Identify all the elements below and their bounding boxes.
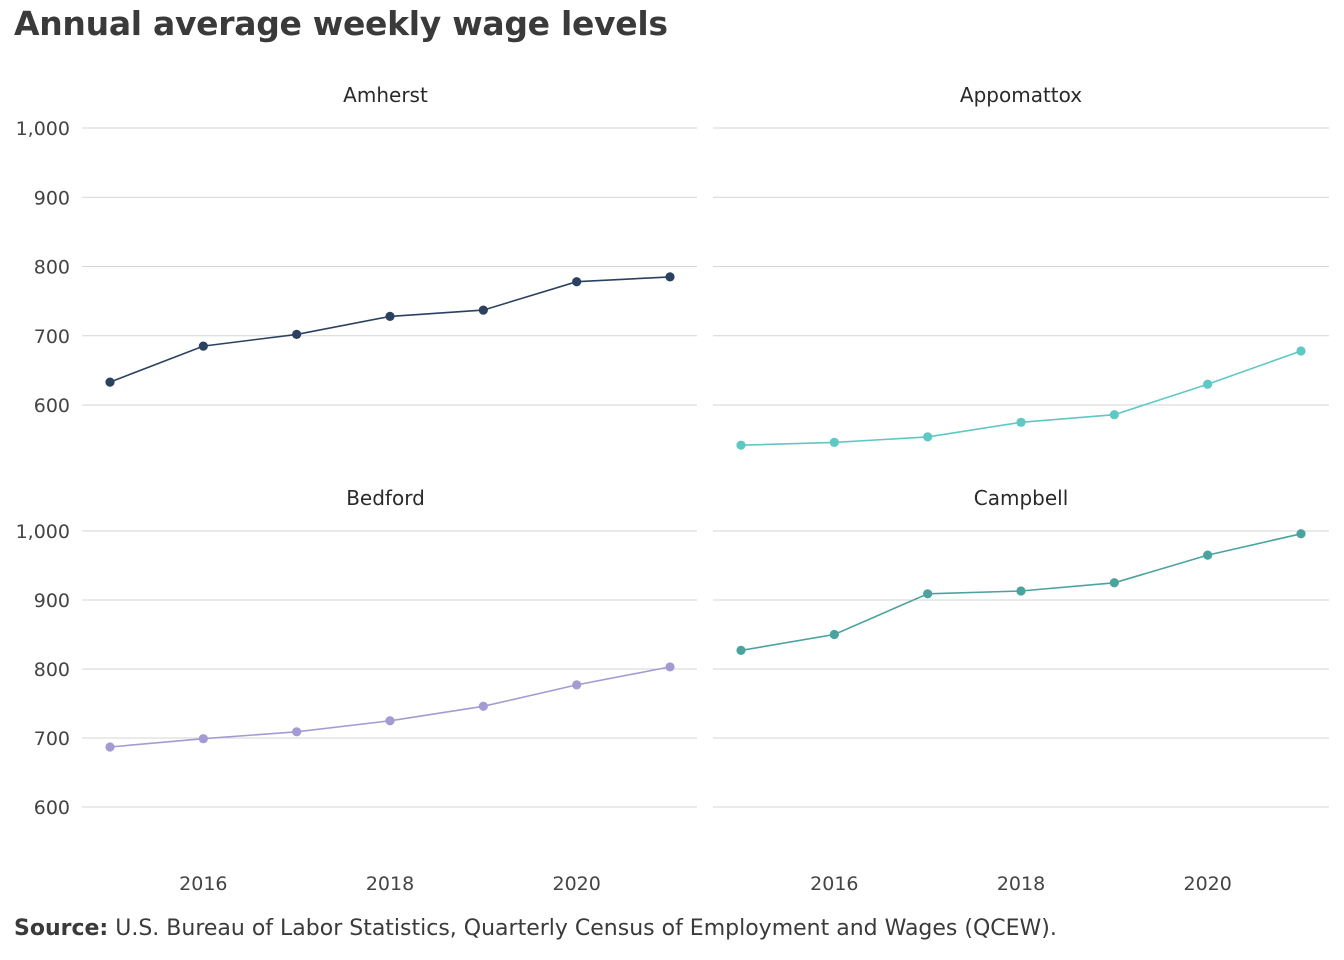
data-point-appomattox-2019 <box>1109 410 1119 420</box>
data-point-bedford-2019 <box>478 701 488 711</box>
data-point-campbell-2017 <box>923 589 933 599</box>
series-line-bedford <box>109 666 671 748</box>
source-note: Source: U.S. Bureau of Labor Statistics,… <box>14 916 1057 941</box>
y-tick-label-bedford-600: 600 <box>34 797 70 819</box>
data-point-bedford-2016 <box>198 734 208 744</box>
data-point-appomattox-2018 <box>1016 417 1026 427</box>
data-point-appomattox-2021 <box>1296 346 1306 356</box>
data-point-appomattox-2017 <box>923 432 933 442</box>
x-tick-label-campbell-2018: 2018 <box>997 873 1045 895</box>
data-point-campbell-2015 <box>736 645 746 655</box>
data-point-amherst-2016 <box>198 341 208 351</box>
data-point-campbell-2016 <box>829 629 839 640</box>
data-point-campbell-2019 <box>1109 578 1119 588</box>
y-tick-label-amherst-700: 700 <box>34 326 70 348</box>
data-point-amherst-2018 <box>385 311 395 321</box>
data-point-amherst-2015 <box>105 377 115 387</box>
y-tick-label-bedford-1000: 1,000 <box>16 521 70 543</box>
data-point-campbell-2021 <box>1296 529 1306 539</box>
data-point-bedford-2017 <box>292 727 302 737</box>
panel-title-amherst: Amherst <box>343 83 428 107</box>
x-tick-label-bedford-2020: 2020 <box>552 873 600 895</box>
y-tick-label-bedford-700: 700 <box>34 728 70 750</box>
source-text: U.S. Bureau of Labor Statistics, Quarter… <box>115 916 1057 941</box>
data-point-amherst-2019 <box>478 305 488 315</box>
data-point-bedford-2021 <box>665 662 675 672</box>
panel-title-bedford: Bedford <box>346 486 425 510</box>
data-point-campbell-2020 <box>1203 550 1213 560</box>
y-tick-label-amherst-1000: 1,000 <box>16 118 70 140</box>
data-point-bedford-2018 <box>385 716 395 726</box>
y-tick-label-bedford-900: 900 <box>34 590 70 612</box>
x-tick-label-campbell-2016: 2016 <box>810 873 858 895</box>
data-point-appomattox-2016 <box>829 437 839 447</box>
series-line-appomattox <box>740 350 1302 446</box>
chart-title: Annual average weekly wage levels <box>14 4 668 43</box>
x-tick-label-bedford-2018: 2018 <box>366 873 414 895</box>
y-tick-label-amherst-600: 600 <box>34 395 70 417</box>
y-tick-label-amherst-900: 900 <box>34 187 70 209</box>
data-point-amherst-2021 <box>665 272 675 282</box>
x-tick-label-campbell-2020: 2020 <box>1183 873 1231 895</box>
data-point-appomattox-2015 <box>736 440 746 450</box>
data-point-bedford-2015 <box>105 742 115 752</box>
data-point-amherst-2017 <box>292 329 302 339</box>
y-tick-label-bedford-800: 800 <box>34 659 70 681</box>
data-point-bedford-2020 <box>572 680 582 690</box>
source-label: Source: <box>14 916 109 941</box>
y-tick-label-amherst-800: 800 <box>34 257 70 279</box>
panel-title-campbell: Campbell <box>974 486 1069 510</box>
data-point-campbell-2018 <box>1016 586 1026 596</box>
x-tick-label-bedford-2016: 2016 <box>179 873 227 895</box>
series-line-amherst <box>109 276 671 383</box>
data-point-appomattox-2020 <box>1203 379 1213 389</box>
data-point-amherst-2020 <box>572 277 582 287</box>
panel-title-appomattox: Appomattox <box>960 83 1082 107</box>
